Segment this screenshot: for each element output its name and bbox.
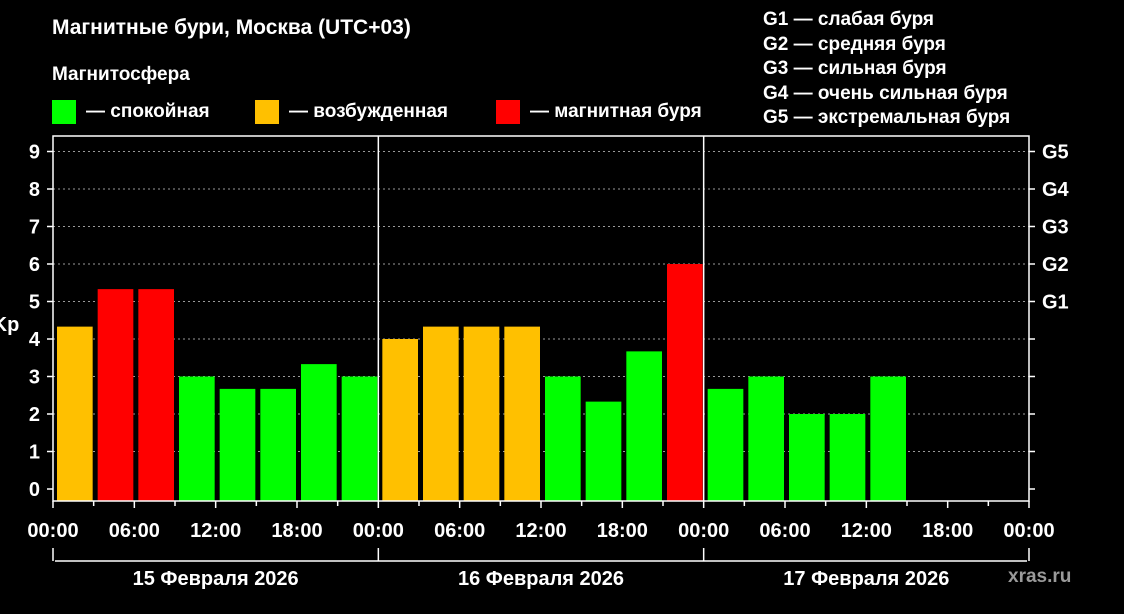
kp-bar <box>260 388 296 501</box>
kp-bar <box>423 326 459 501</box>
storm-scale-g3: G3 — сильная буря <box>763 58 947 79</box>
storm-scale-g5: G5 — экстремальная буря <box>763 107 1011 128</box>
x-tick-label: 12:00 <box>841 520 892 542</box>
y-tick-label: 5 <box>29 292 40 314</box>
x-tick-label: 00:00 <box>353 520 404 542</box>
storm-scale-g1: G1 — слабая буря <box>763 9 935 30</box>
kp-bar <box>382 339 418 501</box>
x-tick-label: 06:00 <box>109 520 160 542</box>
x-tick-label: 06:00 <box>759 520 810 542</box>
y-tick-label: 0 <box>29 479 40 501</box>
x-tick-label: 18:00 <box>271 520 322 542</box>
kp-bar <box>585 401 622 501</box>
y-axis-label: Kp <box>0 314 19 336</box>
legend-label-quiet: — спокойная <box>86 101 210 122</box>
y-tick-label: 3 <box>29 367 40 389</box>
kp-bar <box>97 289 134 501</box>
kp-bar <box>138 289 174 501</box>
watermark: xras.ru <box>1008 566 1072 587</box>
kp-bar <box>545 376 581 501</box>
activity-legend: — спокойная — возбужденная — магнитная б… <box>52 100 752 126</box>
chart-title: Магнитные бури, Москва (UTC+03) <box>52 16 411 39</box>
g-scale-label: G2 <box>1042 254 1069 276</box>
kp-bar <box>870 376 906 501</box>
kp-bar <box>707 388 744 501</box>
g-scale-label: G4 <box>1042 179 1070 201</box>
legend-label-active: — возбужденная <box>289 101 449 122</box>
y-tick-label: 9 <box>29 142 40 164</box>
kp-bar <box>626 351 662 501</box>
kp-bar <box>789 414 825 501</box>
legend-item-quiet: — спокойная <box>52 100 210 124</box>
y-tick-label: 4 <box>29 329 41 351</box>
y-tick-label: 1 <box>29 442 40 464</box>
kp-bar <box>829 414 866 501</box>
kp-bar <box>301 364 337 501</box>
legend-swatch-quiet <box>52 100 76 124</box>
y-tick-label: 7 <box>29 217 40 239</box>
kp-bar <box>667 264 703 501</box>
legend-swatch-active <box>255 100 279 124</box>
kp-bar <box>341 376 378 501</box>
kp-bar <box>504 326 540 501</box>
magnetosphere-heading: Магнитосфера <box>52 64 190 85</box>
storm-scale-g4: G4 — очень сильная буря <box>763 82 1008 104</box>
kp-bar <box>219 388 256 501</box>
x-tick-label: 12:00 <box>515 520 566 542</box>
legend-label-storm: — магнитная буря <box>530 101 702 122</box>
g-scale-label: G1 <box>1042 292 1069 314</box>
day-label: 17 Февраля 2026 <box>783 568 949 590</box>
kp-bar <box>57 326 93 501</box>
legend-item-active: — возбужденная <box>255 100 448 124</box>
x-tick-label: 00:00 <box>27 520 78 542</box>
day-label: 16 Февраля 2026 <box>458 568 624 590</box>
legend-item-storm: — магнитная буря <box>496 100 702 124</box>
g-scale-label: G3 <box>1042 217 1069 239</box>
kp-bar <box>463 326 500 501</box>
y-tick-label: 8 <box>29 179 40 201</box>
x-tick-label: 00:00 <box>1003 520 1054 542</box>
legend-swatch-storm <box>496 100 520 124</box>
kp-bar <box>179 376 215 501</box>
x-tick-label: 18:00 <box>922 520 973 542</box>
day-label: 15 Февраля 2026 <box>133 568 299 590</box>
g-scale-label: G5 <box>1042 142 1069 164</box>
x-tick-label: 18:00 <box>597 520 648 542</box>
y-tick-label: 6 <box>29 254 40 276</box>
y-tick-label: 2 <box>29 404 40 426</box>
kp-bar <box>748 376 784 501</box>
storm-scale-legend: G1 — слабая буря G2 — средняя буря G3 — … <box>763 8 1010 131</box>
x-tick-label: 06:00 <box>434 520 485 542</box>
x-tick-label: 00:00 <box>678 520 729 542</box>
x-tick-label: 12:00 <box>190 520 241 542</box>
storm-scale-g2: G2 — средняя буря <box>763 33 946 55</box>
